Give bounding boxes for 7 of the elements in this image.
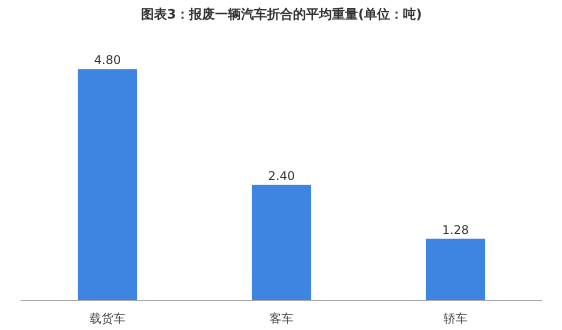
chart-title: 图表3：报废一辆汽车折合的平均重量(单位：吨) [141, 6, 422, 22]
x-tick-label: 载货车 [90, 312, 126, 326]
data-label: 4.80 [94, 53, 121, 68]
x-tick-label: 客车 [270, 312, 294, 326]
x-tick-label: 轿车 [444, 312, 468, 326]
data-label: 2.40 [268, 168, 295, 183]
data-label: 1.28 [442, 222, 469, 237]
